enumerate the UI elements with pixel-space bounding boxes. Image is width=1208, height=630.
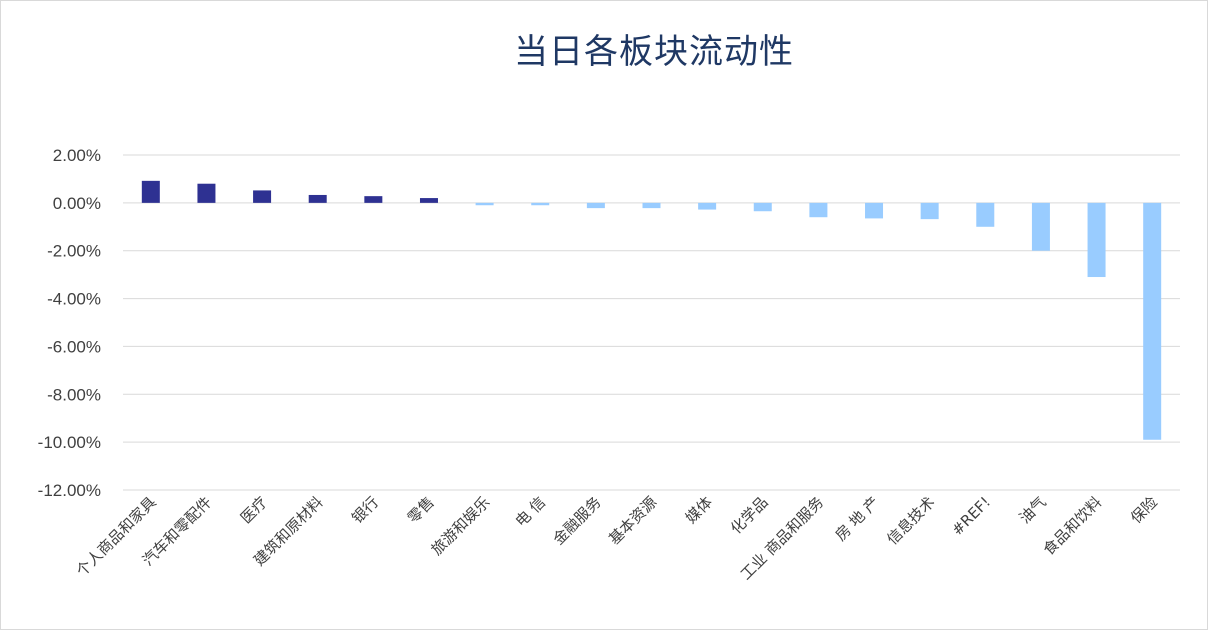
y-tick-label: 0.00%	[53, 194, 101, 213]
y-tick-label: -8.00%	[47, 385, 101, 404]
bar	[809, 202, 828, 218]
x-category-label: 个人商品和家具	[73, 493, 160, 580]
y-tick-label: -10.00%	[38, 433, 101, 452]
bar	[475, 202, 494, 206]
x-category-label: 信息技术	[883, 493, 938, 548]
x-category-label: 油气	[1016, 493, 1050, 527]
y-tick-label: -4.00%	[47, 290, 101, 309]
x-category-label: 食品和饮料	[1040, 493, 1106, 559]
bar	[586, 202, 605, 209]
x-category-label: 房 地 产	[832, 493, 883, 544]
bar	[976, 202, 995, 227]
bar	[920, 202, 939, 220]
bar	[141, 180, 160, 203]
bar	[698, 202, 717, 210]
y-tick-label: -2.00%	[47, 242, 101, 261]
bar	[531, 202, 550, 206]
x-category-label: 金融服务	[550, 493, 605, 548]
bar	[753, 202, 772, 212]
bar	[1031, 202, 1050, 251]
y-tick-label: -12.00%	[38, 481, 101, 500]
x-category-label: #REF!	[948, 493, 994, 539]
x-category-label: 保险	[1127, 493, 1161, 527]
bar	[308, 194, 327, 203]
bar	[865, 202, 884, 219]
x-category-label: 零售	[404, 493, 438, 527]
x-category-label: 媒体	[682, 493, 716, 527]
y-tick-label: -6.00%	[47, 337, 101, 356]
x-category-label: 医疗	[237, 493, 271, 527]
x-category-label: 基本资源	[605, 493, 660, 548]
bar	[197, 183, 216, 203]
chart-title: 当日各板块流动性	[514, 32, 794, 72]
x-category-label: 电 信	[512, 493, 549, 530]
bar	[1087, 202, 1106, 278]
x-category-label: 银行	[348, 493, 382, 527]
y-tick-label: 2.00%	[53, 146, 101, 165]
bar	[1143, 202, 1162, 440]
x-category-label: 旅游和娱乐	[428, 493, 494, 559]
bar	[642, 202, 661, 209]
bar	[253, 190, 272, 203]
x-category-label: 化学品	[727, 493, 772, 538]
bar	[419, 198, 438, 203]
bar	[364, 196, 383, 203]
